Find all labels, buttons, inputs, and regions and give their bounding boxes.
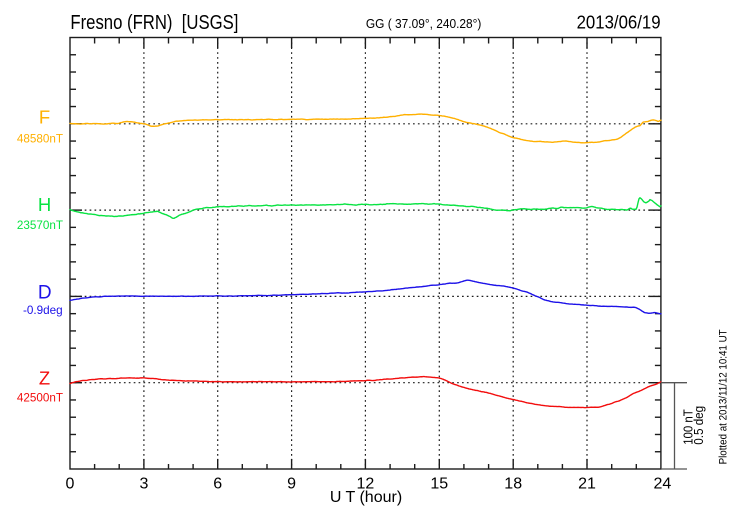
svg-text:Plotted at 2013/11/12 10:41 UT: Plotted at 2013/11/12 10:41 UT	[717, 329, 729, 464]
svg-text:F: F	[39, 106, 50, 127]
svg-text:24: 24	[654, 476, 672, 493]
svg-text:0: 0	[66, 476, 75, 493]
svg-text:21: 21	[578, 476, 596, 493]
svg-text:12: 12	[357, 476, 375, 493]
svg-text:-0.9deg: -0.9deg	[23, 304, 63, 317]
svg-text:23570nT: 23570nT	[17, 219, 63, 232]
svg-text:42500nT: 42500nT	[17, 392, 63, 405]
svg-text:Z: Z	[39, 368, 50, 389]
svg-text:100 nT: 100 nT	[681, 409, 695, 445]
svg-text:3: 3	[139, 476, 148, 493]
svg-text:48580nT: 48580nT	[17, 133, 63, 146]
svg-text:D: D	[38, 283, 52, 304]
svg-text:6: 6	[213, 476, 222, 493]
svg-text:GG ( 37.09°, 240.28°): GG ( 37.09°, 240.28°)	[366, 16, 482, 31]
svg-text:0.5 deg: 0.5 deg	[692, 406, 706, 445]
svg-text:U T (hour): U T (hour)	[330, 489, 402, 506]
svg-text:H: H	[38, 194, 51, 215]
svg-text:9: 9	[287, 476, 296, 493]
svg-text:2013/06/19: 2013/06/19	[577, 12, 661, 33]
svg-text:18: 18	[504, 476, 522, 493]
svg-text:15: 15	[430, 476, 448, 493]
svg-text:Fresno (FRN) [USGS]: Fresno (FRN) [USGS]	[70, 12, 238, 34]
